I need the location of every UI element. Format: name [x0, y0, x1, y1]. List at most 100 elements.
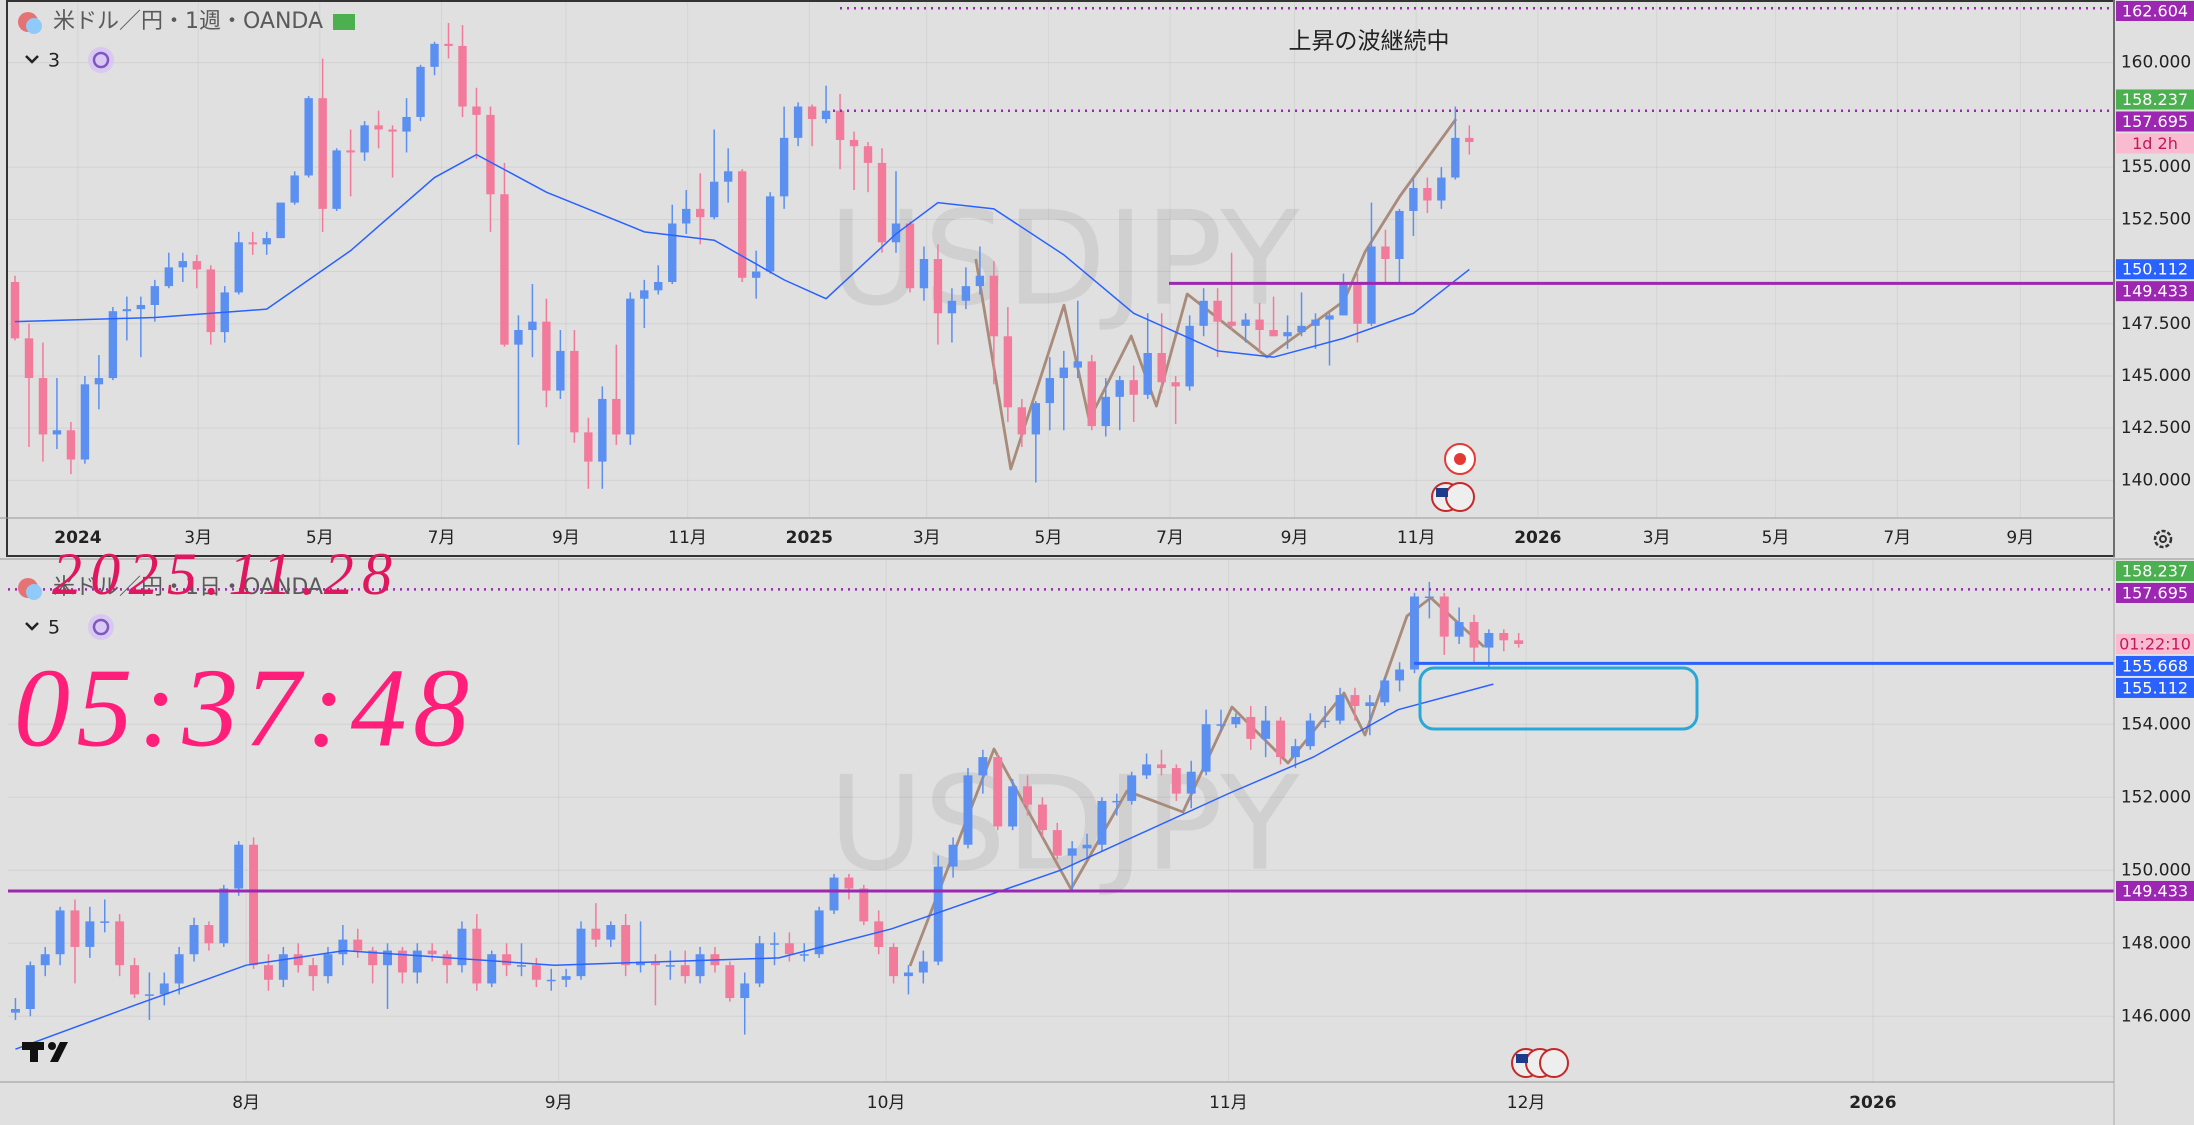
x-tick-label: 3月	[1643, 528, 1671, 548]
candle-body	[108, 311, 118, 379]
x-tick-label: 5月	[1762, 528, 1790, 548]
symbol-icon	[18, 578, 42, 600]
candle-body	[278, 954, 288, 980]
candle-body	[85, 921, 95, 947]
indicator-count[interactable]: 5	[48, 617, 60, 639]
candle-body	[1297, 325, 1306, 333]
candle-body	[859, 888, 869, 922]
candle-body	[770, 943, 779, 945]
y-tick-label: 147.500	[2121, 314, 2191, 334]
price-tag	[2116, 89, 2194, 110]
collapse-chevron[interactable]	[25, 622, 39, 631]
indicator-count[interactable]: 3	[48, 50, 60, 72]
y-tick-label: 146.000	[2121, 1006, 2191, 1026]
candle-body	[368, 950, 378, 966]
candle-body	[1335, 695, 1345, 721]
y-tick-label: 152.500	[2121, 209, 2191, 229]
candle-body	[1365, 702, 1375, 707]
candle-body	[1073, 361, 1082, 368]
candle-body	[502, 954, 512, 966]
candle-body	[1283, 332, 1292, 337]
event-flags[interactable]	[1511, 1048, 1569, 1078]
x-tick-label: 9月	[552, 528, 580, 548]
candle-body	[487, 954, 497, 984]
candle-body	[835, 110, 845, 140]
candle-body	[1409, 187, 1418, 211]
highlight-box	[1418, 666, 1699, 731]
price-tag	[2116, 1, 2194, 21]
candle-body	[1112, 800, 1122, 803]
x-tick-label: 11月	[1397, 528, 1436, 548]
candle-body	[1469, 622, 1479, 648]
candle-body	[654, 281, 663, 291]
x-tick-label: 9月	[1281, 528, 1309, 548]
candle-body	[1465, 137, 1474, 143]
refresh-icon[interactable]	[88, 614, 114, 640]
candle-body	[412, 950, 422, 973]
candle-body	[1199, 300, 1208, 326]
candle-body	[680, 965, 690, 977]
price-tag-label: 1d 2h	[2132, 134, 2178, 153]
candle-body	[360, 125, 369, 153]
candle-body	[725, 965, 735, 999]
refresh-icon[interactable]	[88, 47, 114, 73]
candle-body	[1395, 210, 1404, 259]
y-tick-label: 140.000	[2121, 470, 2191, 490]
candle-body	[1003, 336, 1013, 408]
candle-body	[1276, 720, 1285, 758]
candle-body	[1008, 786, 1018, 827]
candle-body	[1067, 848, 1077, 856]
collapse-chevron[interactable]	[25, 55, 39, 64]
candle-body	[70, 910, 80, 947]
moving-average	[15, 683, 1494, 1050]
candle-body	[189, 925, 199, 955]
candle-body	[1353, 281, 1362, 324]
candle-body	[695, 954, 705, 977]
candle-body	[961, 286, 971, 301]
candle-body	[397, 950, 407, 973]
candle-body	[1305, 720, 1315, 747]
candle-body	[606, 925, 616, 940]
candle-body	[1410, 596, 1419, 670]
candle-body	[430, 43, 439, 67]
candle-body	[10, 281, 20, 339]
price-tag-label: 149.433	[2122, 881, 2188, 900]
candle-body	[122, 309, 132, 312]
candle-body	[444, 43, 453, 46]
candle-body	[1320, 720, 1330, 723]
candle-body	[136, 304, 146, 310]
candle-body	[978, 757, 988, 776]
candle-body	[416, 66, 425, 117]
x-tick-label: 9月	[545, 1093, 573, 1113]
candle-body	[814, 910, 824, 955]
annotation: 上昇の波継続中	[1289, 29, 1450, 55]
candle-body	[751, 271, 761, 278]
candle-body	[94, 378, 104, 385]
candle-body	[849, 139, 859, 147]
candle-body	[576, 928, 586, 977]
y-tick-label: 160.000	[2121, 53, 2191, 73]
price-tag-label: 149.433	[2122, 282, 2188, 301]
candle-body	[248, 242, 257, 245]
event-flags[interactable]	[1431, 482, 1475, 512]
candle-body	[318, 98, 327, 209]
x-tick-label: 2025	[786, 528, 833, 548]
candle-body	[844, 877, 854, 889]
settings-gear[interactable]	[2153, 529, 2173, 549]
candle-body	[1484, 633, 1494, 648]
candle-body	[1311, 319, 1320, 326]
price-tag-label: 157.695	[2122, 584, 2188, 603]
x-tick-label: 3月	[913, 528, 941, 548]
candle-body	[130, 965, 139, 995]
candle-body	[650, 961, 660, 966]
candle-body	[989, 275, 999, 337]
candle-body	[150, 286, 160, 305]
marks-layer	[8, 7, 2114, 1050]
candle-body	[636, 961, 646, 966]
tradingview-logo[interactable]	[22, 1042, 68, 1062]
price-tag	[2116, 561, 2194, 581]
candle-body	[164, 267, 174, 287]
candle-body	[755, 943, 765, 984]
event-icon[interactable]	[1444, 443, 1476, 475]
